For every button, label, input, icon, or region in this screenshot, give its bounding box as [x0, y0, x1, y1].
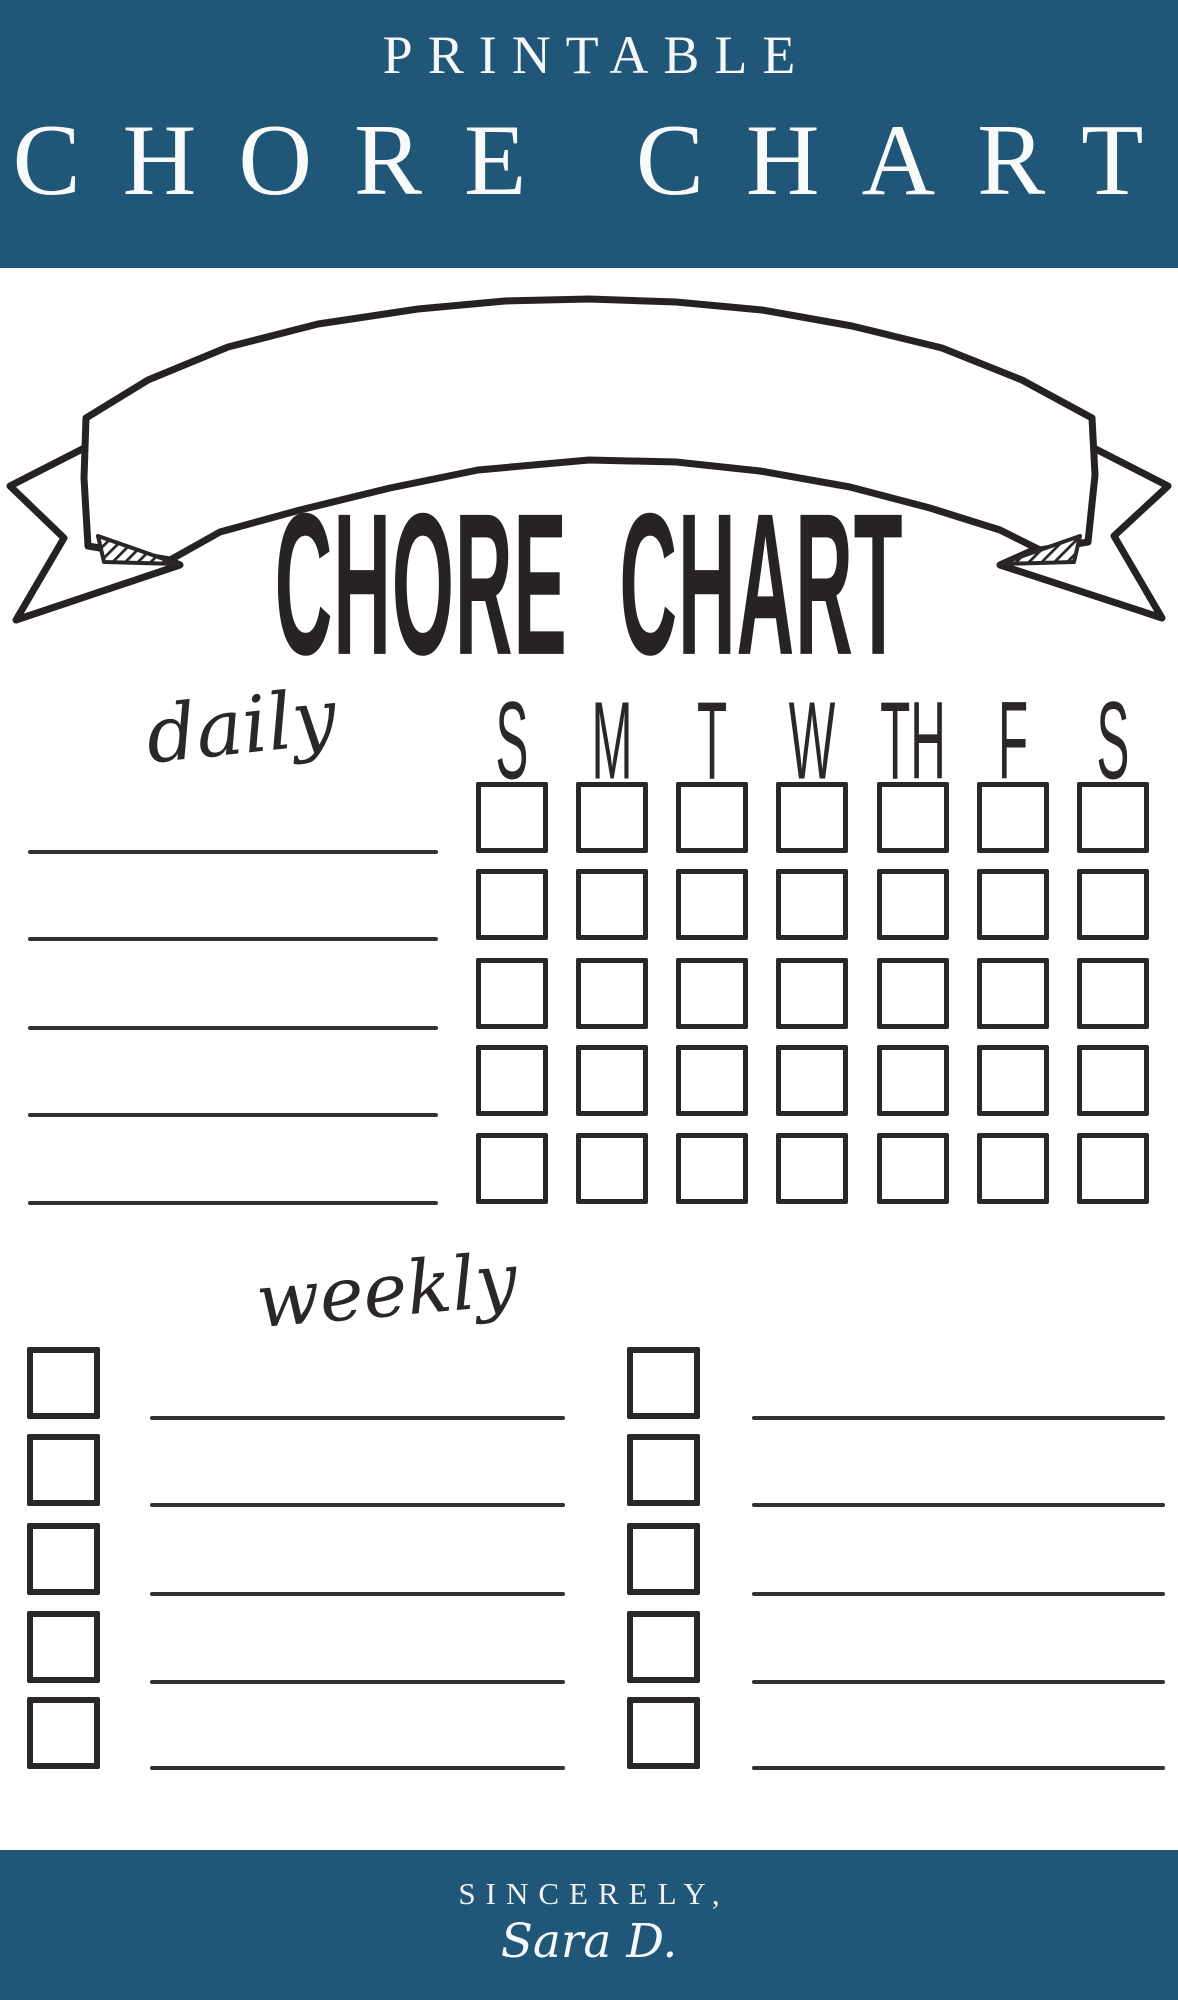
ribbon-left-fold-shading-icon [96, 534, 180, 566]
weekly-chore-line-left-3 [150, 1592, 565, 1596]
weekly-checkbox-left-4[interactable] [27, 1611, 100, 1683]
daily-checkbox-r1-c2[interactable] [576, 782, 648, 853]
weekly-checkbox-left-3[interactable] [27, 1523, 100, 1595]
daily-chore-line-5 [28, 1201, 438, 1205]
daily-checkbox-r4-c2[interactable] [576, 1045, 648, 1116]
daily-checkbox-r1-c1[interactable] [476, 782, 548, 853]
footer-closing: SINCERELY, [458, 1876, 730, 1911]
weekly-checkbox-left-1[interactable] [27, 1347, 100, 1419]
weekly-chore-line-left-1 [150, 1416, 565, 1420]
daily-checkbox-r2-c1[interactable] [476, 869, 548, 940]
daily-checkbox-r2-c5[interactable] [877, 869, 949, 940]
daily-checkbox-r4-c3[interactable] [676, 1045, 748, 1116]
daily-checkbox-r1-c3[interactable] [676, 782, 748, 853]
weekly-chore-line-right-5 [752, 1766, 1165, 1770]
footer-band: SINCERELY, Sara D. [0, 1850, 1178, 2000]
daily-checkbox-r3-c5[interactable] [877, 958, 949, 1029]
daily-checkbox-r2-c7[interactable] [1077, 869, 1149, 940]
daily-checkbox-r4-c1[interactable] [476, 1045, 548, 1116]
daily-checkbox-r5-c3[interactable] [676, 1133, 748, 1204]
footer-signature: Sara D. [500, 1914, 678, 1969]
daily-checkbox-r3-c1[interactable] [476, 958, 548, 1029]
daily-checkbox-r1-c7[interactable] [1077, 782, 1149, 853]
daily-checkbox-r3-c7[interactable] [1077, 958, 1149, 1029]
banner-title: CHORE CHART [274, 472, 904, 699]
banner-ribbon-icon [6, 295, 1172, 624]
daily-checkbox-r4-c7[interactable] [1077, 1045, 1149, 1116]
weekly-chore-line-right-1 [752, 1416, 1165, 1420]
daily-checkbox-r1-c4[interactable] [776, 782, 848, 853]
daily-checkbox-r4-c5[interactable] [877, 1045, 949, 1116]
weekly-chore-line-left-4 [150, 1680, 565, 1684]
weekly-chore-line-right-3 [752, 1592, 1165, 1596]
daily-chore-line-4 [28, 1113, 438, 1117]
daily-checkbox-r5-c7[interactable] [1077, 1133, 1149, 1204]
daily-checkbox-r5-c5[interactable] [877, 1133, 949, 1204]
weekly-checkbox-right-5[interactable] [627, 1697, 700, 1769]
daily-checkbox-r5-c1[interactable] [476, 1133, 548, 1204]
weekly-checkbox-left-5[interactable] [27, 1697, 100, 1769]
weekly-chore-line-right-2 [752, 1503, 1165, 1507]
weekly-section-label: weekly [252, 1236, 521, 1346]
daily-checkbox-r5-c4[interactable] [776, 1133, 848, 1204]
daily-checkbox-r1-c6[interactable] [977, 782, 1049, 853]
weekly-checkbox-right-2[interactable] [627, 1434, 700, 1506]
weekly-checkbox-right-1[interactable] [627, 1347, 700, 1419]
daily-checkbox-r4-c4[interactable] [776, 1045, 848, 1116]
daily-checkbox-r3-c6[interactable] [977, 958, 1049, 1029]
daily-checkbox-r5-c2[interactable] [576, 1133, 648, 1204]
daily-checkbox-r1-c5[interactable] [877, 782, 949, 853]
header-title: CHORE CHART [12, 104, 1178, 217]
daily-checkbox-r4-c6[interactable] [977, 1045, 1049, 1116]
daily-section-label: daily [141, 672, 341, 782]
daily-checkbox-r2-c4[interactable] [776, 869, 848, 940]
daily-chore-line-2 [28, 937, 438, 941]
daily-chore-line-3 [28, 1026, 438, 1030]
daily-checkbox-r3-c2[interactable] [576, 958, 648, 1029]
weekly-checkbox-right-4[interactable] [627, 1611, 700, 1683]
daily-checkbox-r2-c3[interactable] [676, 869, 748, 940]
daily-checkbox-r3-c4[interactable] [776, 958, 848, 1029]
daily-checkbox-r5-c6[interactable] [977, 1133, 1049, 1204]
weekly-chore-line-left-5 [150, 1766, 565, 1770]
weekly-chore-line-left-2 [150, 1503, 565, 1507]
weekly-checkbox-left-2[interactable] [27, 1434, 100, 1506]
header-band: PRINTABLE CHORE CHART [0, 0, 1178, 268]
daily-chore-line-1 [28, 850, 438, 854]
header-eyebrow: PRINTABLE [382, 25, 811, 85]
weekly-checkbox-right-3[interactable] [627, 1523, 700, 1595]
daily-checkbox-r3-c3[interactable] [676, 958, 748, 1029]
ribbon-right-fold-shading-icon [998, 534, 1082, 566]
daily-checkbox-r2-c2[interactable] [576, 869, 648, 940]
weekly-chore-line-right-4 [752, 1680, 1165, 1684]
daily-checkbox-r2-c6[interactable] [977, 869, 1049, 940]
